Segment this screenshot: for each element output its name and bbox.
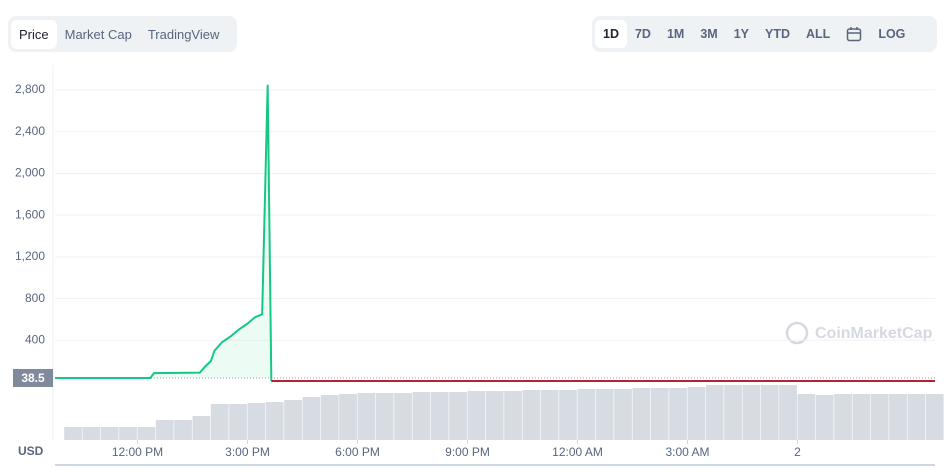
volume-bar xyxy=(614,389,632,440)
reference-label-box xyxy=(13,368,53,387)
volume-bar xyxy=(522,390,541,440)
volume-bar xyxy=(302,397,321,440)
volume-bar xyxy=(64,427,82,440)
volume-bar xyxy=(907,394,926,440)
volume-bar xyxy=(540,390,559,440)
volume-bar xyxy=(82,427,101,440)
range-button[interactable]: 1Y xyxy=(733,27,750,41)
range-group: 1D 7D 1M 3M 1Y YTD ALL LOG xyxy=(592,16,937,52)
volume-bar xyxy=(430,392,449,440)
volume-bar xyxy=(119,427,137,440)
volume-bar xyxy=(577,389,596,440)
x-tick-label: 2 xyxy=(794,445,801,459)
volume-bar xyxy=(284,400,302,440)
watermark-logo xyxy=(785,321,809,345)
volume-bar xyxy=(870,394,889,440)
tab-group: Price Market Cap TradingView xyxy=(8,16,237,52)
calendar-icon xyxy=(847,27,862,42)
volume-bar xyxy=(247,403,266,440)
price-line xyxy=(55,84,273,381)
x-tick-label: 6:00 PM xyxy=(335,445,380,459)
y-tick-label: 1,200 xyxy=(15,249,45,263)
volume-bar xyxy=(779,385,797,440)
log-button[interactable]: LOG xyxy=(878,27,906,41)
volume-bar xyxy=(357,393,376,440)
range-button[interactable]: ALL xyxy=(806,27,831,41)
volume-bar xyxy=(339,394,357,440)
volume-bar xyxy=(889,394,907,440)
volume-bar xyxy=(100,427,119,440)
volume-bar xyxy=(155,420,174,440)
volume-bar xyxy=(852,394,871,440)
volume-bar xyxy=(229,404,247,440)
y-tick-label: 2,400 xyxy=(15,124,45,138)
range-button[interactable]: 1M xyxy=(666,27,685,41)
volume-bar xyxy=(137,427,156,440)
volume-bar xyxy=(834,394,852,440)
volume-bar xyxy=(210,404,229,440)
tab[interactable]: Market Cap xyxy=(64,26,132,42)
y-tick-label: 800 xyxy=(25,291,45,305)
price-area xyxy=(55,84,272,381)
volume-bar xyxy=(449,392,467,440)
x-tick-label: 3:00 PM xyxy=(225,445,270,459)
watermark: CoinMarketCap xyxy=(785,321,933,345)
volume-bar xyxy=(815,395,834,440)
volume-bar xyxy=(632,388,651,440)
y-tick-label: 2,000 xyxy=(15,166,45,180)
volume-bar xyxy=(320,395,339,440)
volume-bar xyxy=(595,389,614,440)
volume-bar xyxy=(797,394,816,440)
volume-bar xyxy=(687,387,706,440)
volume-bar xyxy=(504,391,522,440)
tab[interactable]: Price xyxy=(11,19,57,49)
range-button[interactable]: YTD xyxy=(765,27,791,41)
volume-bar xyxy=(760,385,779,440)
volume-bar xyxy=(394,393,412,440)
volume-bar xyxy=(742,385,761,440)
volume-bar xyxy=(669,388,687,440)
y-tick-label: 2,800 xyxy=(15,82,45,96)
volume-bar xyxy=(559,390,577,440)
volume-bar xyxy=(467,391,486,440)
y-tick-label: 400 xyxy=(25,332,45,346)
calendar-button[interactable] xyxy=(838,19,870,49)
watermark-text: CoinMarketCap xyxy=(815,325,933,342)
volume-bar xyxy=(265,402,284,440)
x-tick-label: 3:00 AM xyxy=(665,445,709,459)
volume-bar xyxy=(724,385,742,440)
range-button[interactable]: 1D xyxy=(595,20,627,48)
x-tick-label: 12:00 AM xyxy=(552,445,603,459)
range-button[interactable]: 3M xyxy=(700,27,718,41)
volume-bar xyxy=(925,394,944,440)
currency-label: USD xyxy=(18,444,44,458)
volume-bar xyxy=(174,420,192,440)
volume-bar xyxy=(192,416,211,440)
volume-bar xyxy=(375,393,394,440)
volume-bar xyxy=(705,385,724,440)
volume-bar xyxy=(485,391,504,440)
volume-bar xyxy=(650,388,669,440)
tab[interactable]: TradingView xyxy=(147,26,220,42)
x-tick-label: 9:00 PM xyxy=(445,445,490,459)
x-tick-label: 12:00 PM xyxy=(112,445,163,459)
y-tick-label: 1,600 xyxy=(15,207,45,221)
range-button[interactable]: 7D xyxy=(634,27,651,41)
reference-label: 38.5 xyxy=(21,371,45,385)
volume-bar xyxy=(412,392,431,440)
